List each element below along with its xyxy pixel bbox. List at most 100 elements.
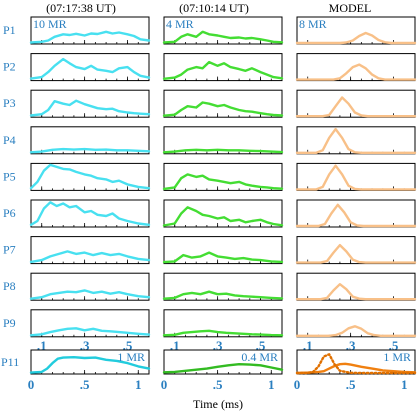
panel-p5-col3-trace bbox=[295, 164, 417, 191]
upper-tick-label: .3 bbox=[213, 338, 223, 353]
panel-p1-col1: 10 MR bbox=[29, 16, 151, 45]
panel-p4-col1-trace bbox=[29, 147, 151, 154]
panel-p1-col2-frame bbox=[163, 16, 283, 45]
panel-p7-col2-frame bbox=[163, 236, 283, 265]
panel-p4-col1-frame bbox=[30, 126, 150, 155]
row-label-p5: P5 bbox=[3, 169, 16, 183]
upper-tick-label: .3 bbox=[80, 338, 90, 353]
panel-p9-col3-trace bbox=[295, 325, 417, 337]
panel-p9-col1-frame bbox=[30, 309, 150, 338]
column-titles: (07:17:38 UT) (07:10:14 UT) MODEL bbox=[46, 1, 371, 15]
bottom-tick-label: 1 bbox=[401, 377, 408, 392]
column-title-observed-1: (07:17:38 UT) bbox=[46, 1, 116, 15]
row-label-p1: P1 bbox=[3, 23, 16, 37]
scale-label-col1: 10 MR bbox=[33, 17, 67, 31]
panel-p5-col2-trace bbox=[162, 173, 284, 191]
column-title-observed-2: (07:10:14 UT) bbox=[179, 1, 249, 15]
panel-p11-col2-trace bbox=[162, 363, 284, 374]
panel-p11-col2: 0.4 MR bbox=[162, 349, 284, 375]
panel-p3-col2-trace bbox=[162, 101, 284, 117]
panel-p6-col3-trace bbox=[295, 203, 417, 228]
panel-p6-col2-frame bbox=[163, 199, 283, 228]
panel-p4-col2 bbox=[162, 126, 284, 155]
panel-p6-col1-trace bbox=[29, 201, 151, 227]
panel-p5-col3-frame bbox=[296, 162, 416, 191]
panel-p3-col1-frame bbox=[30, 89, 150, 118]
row-label-p2: P2 bbox=[3, 60, 16, 74]
panel-p7-col2 bbox=[162, 236, 284, 265]
panel-p7-col3-frame bbox=[296, 236, 416, 265]
upper-tick-label: .5 bbox=[256, 338, 266, 353]
row-label-p6: P6 bbox=[3, 206, 16, 220]
panel-p8-col3-frame bbox=[296, 272, 416, 301]
panel-p7-col1-trace bbox=[29, 250, 151, 264]
scale-label-col3: 8 MR bbox=[299, 17, 327, 31]
panel-p1-col3: 8 MR bbox=[295, 16, 417, 45]
panel-p1-col1-frame bbox=[30, 16, 150, 45]
panels-layer: P1 10 MR 4 MR 8 MR P2 P3 P4 P5 P6 P7 P8 P9 .1 .3 .5 .1.… bbox=[1, 16, 417, 392]
panel-p6-col2-trace bbox=[162, 206, 284, 227]
panel-p4-col1 bbox=[29, 126, 151, 155]
panel-p8-col2 bbox=[162, 272, 284, 301]
bottom-tick-label: .5 bbox=[213, 377, 223, 392]
upper-tick-label: .3 bbox=[346, 338, 356, 353]
panel-p2-col3-trace bbox=[295, 63, 417, 81]
bottom-tick-label: 0 bbox=[294, 377, 301, 392]
panel-p9-col3 bbox=[295, 309, 417, 338]
panel-p6-col3-frame bbox=[296, 199, 416, 228]
panel-p5-col3 bbox=[295, 162, 417, 191]
panel-p11-col1-frame bbox=[30, 349, 150, 375]
panel-p3-col2 bbox=[162, 89, 284, 118]
panel-p8-col1-trace bbox=[29, 289, 151, 300]
panel-p2-col2-frame bbox=[163, 53, 283, 82]
panel-p5-col2-frame bbox=[163, 162, 283, 191]
bottom-tick-label: .5 bbox=[346, 377, 356, 392]
bottom-tick-label: 1 bbox=[135, 377, 142, 392]
panel-p5-col2 bbox=[162, 162, 284, 191]
panel-p7-col2-trace bbox=[162, 251, 284, 264]
panel-p3-col3-frame bbox=[296, 89, 416, 118]
row-label-p3: P3 bbox=[3, 96, 16, 110]
panel-p2-col1-trace bbox=[29, 57, 151, 80]
panel-p1-col3-trace bbox=[295, 31, 417, 45]
panel-p8-col3-trace bbox=[295, 283, 417, 301]
panel-p2-col3-frame bbox=[296, 53, 416, 82]
panel-p9-col1 bbox=[29, 309, 151, 338]
row-label-p8: P8 bbox=[3, 279, 16, 293]
panel-p1-col3-frame bbox=[296, 16, 416, 45]
panel-p6-col3 bbox=[295, 199, 417, 228]
panel-p4-col2-frame bbox=[163, 126, 283, 155]
panel-p9-col2-trace bbox=[162, 329, 284, 337]
scale-label-col2: 4 MR bbox=[166, 17, 194, 31]
panel-p9-col2-frame bbox=[163, 309, 283, 338]
panel-p3-col2-frame bbox=[163, 89, 283, 118]
panel-p6-col1 bbox=[29, 199, 151, 228]
panel-p11-col3: 1 MR bbox=[295, 349, 417, 375]
bottom-scale-label-col1: 1 MR bbox=[117, 350, 145, 364]
panel-p11-col1: 1 MR bbox=[29, 349, 151, 375]
panel-p7-col3-trace bbox=[295, 243, 417, 264]
bottom-scale-label-col3: 1 MR bbox=[383, 350, 411, 364]
panel-p1-col1-trace bbox=[29, 30, 151, 44]
panel-p11-col3-trace bbox=[295, 362, 417, 375]
panel-p2-col1-frame bbox=[30, 53, 150, 82]
panel-p2-col3 bbox=[295, 53, 417, 82]
upper-tick-label: .1 bbox=[37, 338, 47, 353]
panel-p9-col3-frame bbox=[296, 309, 416, 338]
bottom-tick-label: .5 bbox=[80, 377, 90, 392]
panel-p3-col3-trace bbox=[295, 96, 417, 118]
panel-p3-col1 bbox=[29, 89, 151, 118]
panel-p9-col2 bbox=[162, 309, 284, 338]
panel-p8-col2-trace bbox=[162, 290, 284, 300]
panel-p2-col1 bbox=[29, 53, 151, 82]
panel-p6-col2 bbox=[162, 199, 284, 228]
panel-p5-col1-trace bbox=[29, 163, 151, 190]
panel-p2-col2 bbox=[162, 53, 284, 82]
panel-p11-col3-dotted-trace bbox=[295, 353, 417, 375]
panel-p2-col2-trace bbox=[162, 60, 284, 81]
panel-p8-col1 bbox=[29, 272, 151, 301]
bottom-tick-label: 1 bbox=[268, 377, 275, 392]
column-title-model: MODEL bbox=[329, 1, 372, 15]
panel-p5-col1-frame bbox=[30, 162, 150, 191]
